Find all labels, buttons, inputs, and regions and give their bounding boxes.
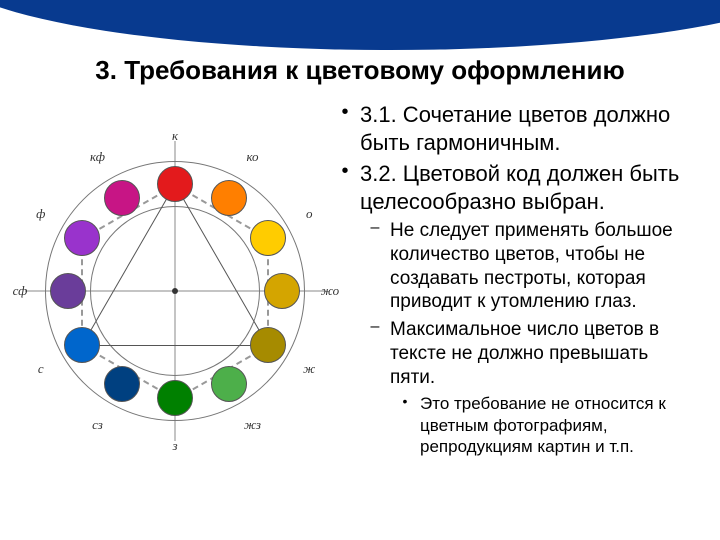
color-label-сз: сз bbox=[92, 417, 103, 433]
sub-bullet-1: – Не следует применять большое количеств… bbox=[360, 219, 690, 314]
header-arc bbox=[0, 0, 720, 50]
bullet-text: 3.1. Сочетание цветов должно быть гармон… bbox=[360, 101, 690, 156]
color-dot-ко bbox=[211, 180, 247, 216]
color-label-к: к bbox=[172, 128, 178, 144]
color-dot-с bbox=[64, 327, 100, 363]
bullet-marker: • bbox=[330, 101, 360, 156]
color-label-кф: кф bbox=[90, 149, 105, 165]
sub-bullet-2: – Максимальное число цветов в тексте не … bbox=[360, 318, 690, 389]
color-dot-з bbox=[157, 380, 193, 416]
color-label-ко: ко bbox=[246, 149, 258, 165]
bullet-2: • 3.2. Цветовой код должен быть целесооб… bbox=[330, 160, 690, 215]
color-label-с: с bbox=[38, 361, 44, 377]
slide-content: 3. Требования к цветовому оформлению к ко… bbox=[0, 55, 720, 461]
bullet-text: 3.2. Цветовой код должен быть целесообра… bbox=[360, 160, 690, 215]
slide-body: ккоожожжззсзссффкф • 3.1. Сочетание цвет… bbox=[30, 101, 690, 461]
color-label-сф: сф bbox=[13, 283, 28, 299]
color-wheel: ккоожожжззсзссффкф bbox=[35, 151, 315, 431]
dash-marker: – bbox=[360, 219, 390, 314]
slide-title: 3. Требования к цветовому оформлению bbox=[30, 55, 690, 86]
color-label-ж: ж bbox=[303, 361, 315, 377]
bullet-text: Это требование не относится к цветным фо… bbox=[420, 393, 690, 457]
color-label-з: з bbox=[172, 438, 177, 454]
color-wheel-diagram: ккоожожжззсзссффкф bbox=[30, 121, 320, 461]
color-label-жз: жз bbox=[244, 417, 261, 433]
color-dot-сф bbox=[50, 273, 86, 309]
bullet-text: Максимальное число цветов в тексте не до… bbox=[390, 318, 690, 389]
bullet-marker: • bbox=[390, 393, 420, 457]
color-label-ф: ф bbox=[36, 206, 45, 222]
triangle-edge bbox=[82, 345, 267, 346]
color-dot-ж bbox=[250, 327, 286, 363]
color-dot-кф bbox=[104, 180, 140, 216]
center-dot bbox=[172, 288, 178, 294]
color-dot-сз bbox=[104, 366, 140, 402]
color-dot-к bbox=[157, 166, 193, 202]
color-dot-о bbox=[250, 220, 286, 256]
bullet-marker: • bbox=[330, 160, 360, 215]
bullet-text: Не следует применять большое количество … bbox=[390, 219, 690, 314]
color-label-жо: жо bbox=[321, 283, 339, 299]
text-column: • 3.1. Сочетание цветов должно быть гарм… bbox=[330, 101, 690, 461]
color-dot-жо bbox=[264, 273, 300, 309]
color-label-о: о bbox=[306, 206, 313, 222]
subsub-bullet-1: • Это требование не относится к цветным … bbox=[390, 393, 690, 457]
color-dot-ф bbox=[64, 220, 100, 256]
bullet-1: • 3.1. Сочетание цветов должно быть гарм… bbox=[330, 101, 690, 156]
color-dot-жз bbox=[211, 366, 247, 402]
dash-marker: – bbox=[360, 318, 390, 389]
